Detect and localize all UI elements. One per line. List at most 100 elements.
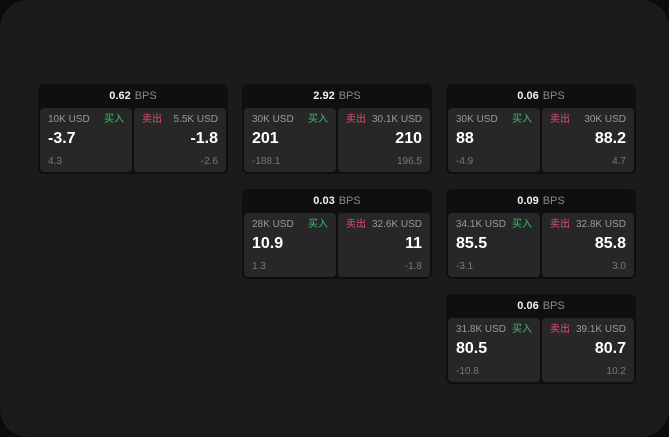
buy-panel-top: 34.1K USD 买入 [456, 220, 532, 230]
buy-sub-value: -10.8 [456, 366, 479, 377]
sell-side-label: 卖出 [142, 114, 162, 125]
sell-amount: 39.1K USD [575, 324, 626, 335]
buy-panel-top: 10K USD 买入 [48, 115, 124, 125]
bps-header: 0.06 BPS [448, 84, 634, 108]
panels-row: 10K USD 买入 -3.7 4.3 卖出 5.5K USD -1.8 -2.… [40, 108, 226, 172]
buy-amount: 30K USD [456, 114, 498, 125]
sell-panel[interactable]: 卖出 32.6K USD 11 -1.8 [338, 213, 430, 277]
bps-header: 2.92 BPS [244, 84, 430, 108]
buy-panel-top: 30K USD 买入 [252, 115, 328, 125]
bps-header: 0.03 BPS [244, 189, 430, 213]
buy-value: 88 [456, 130, 474, 147]
buy-value: 201 [252, 130, 279, 147]
bps-header: 0.09 BPS [448, 189, 634, 213]
bps-unit-label: BPS [542, 194, 565, 207]
buy-panel[interactable]: 28K USD 买入 10.9 1.3 [244, 213, 336, 277]
buy-panel[interactable]: 30K USD 买入 201 -188.1 [244, 108, 336, 172]
bps-header: 0.06 BPS [448, 294, 634, 318]
buy-panel[interactable]: 34.1K USD 买入 85.5 -3.1 [448, 213, 540, 277]
sell-panel[interactable]: 卖出 39.1K USD 80.7 10.2 [542, 318, 634, 382]
panels-row: 31.8K USD 买入 80.5 -10.8 卖出 39.1K USD 80.… [448, 318, 634, 382]
buy-side-label: 买入 [308, 114, 328, 125]
bps-unit-label: BPS [338, 89, 361, 102]
quote-card: 0.06 BPS 31.8K USD 买入 80.5 -10.8 卖出 39.1… [446, 294, 636, 384]
buy-amount: 31.8K USD [456, 324, 507, 335]
buy-amount: 10K USD [48, 114, 90, 125]
buy-value: 85.5 [456, 235, 488, 252]
sell-panel[interactable]: 卖出 32.8K USD 85.8 3.0 [542, 213, 634, 277]
sell-side-label: 卖出 [550, 324, 570, 335]
bps-value: 0.03 [313, 194, 335, 207]
sell-value: 85.8 [594, 235, 626, 252]
buy-value: 80.5 [456, 340, 488, 357]
buy-value: -3.7 [48, 130, 76, 147]
sell-amount: 30.1K USD [371, 114, 422, 125]
buy-sub-value: 4.3 [48, 156, 62, 167]
bps-value: 0.62 [109, 89, 131, 102]
panels-row: 30K USD 买入 88 -4.9 卖出 30K USD 88.2 4.7 [448, 108, 634, 172]
buy-panel-top: 28K USD 买入 [252, 220, 328, 230]
sell-side-label: 卖出 [346, 219, 366, 230]
sell-value: 80.7 [594, 340, 626, 357]
sell-side-label: 卖出 [550, 219, 570, 230]
sell-value: 210 [395, 130, 422, 147]
buy-sub-value: -4.9 [456, 156, 474, 167]
bps-value: 0.09 [517, 194, 539, 207]
sell-amount: 30K USD [584, 114, 626, 125]
quote-card: 0.62 BPS 10K USD 买入 -3.7 4.3 卖出 5.5K USD… [38, 84, 228, 174]
buy-sub-value: 1.3 [252, 261, 266, 272]
sell-panel-top: 卖出 30.1K USD [346, 115, 422, 125]
sell-sub-value: -2.6 [200, 156, 218, 167]
sell-sub-value: 3.0 [612, 261, 626, 272]
buy-side-label: 买入 [512, 114, 532, 125]
buy-side-label: 买入 [308, 219, 328, 230]
buy-panel-top: 30K USD 买入 [456, 115, 532, 125]
bps-unit-label: BPS [542, 299, 565, 312]
sell-panel-top: 卖出 5.5K USD [142, 115, 218, 125]
sell-panel-top: 卖出 30K USD [550, 115, 626, 125]
bps-unit-label: BPS [134, 89, 157, 102]
buy-side-label: 买入 [512, 324, 532, 335]
sell-panel[interactable]: 卖出 30.1K USD 210 196.5 [338, 108, 430, 172]
buy-amount: 34.1K USD [456, 219, 507, 230]
sell-panel-top: 卖出 39.1K USD [550, 325, 626, 335]
buy-panel[interactable]: 10K USD 买入 -3.7 4.3 [40, 108, 132, 172]
quote-card: 0.06 BPS 30K USD 买入 88 -4.9 卖出 30K USD 8… [446, 84, 636, 174]
sell-sub-value: 4.7 [612, 156, 626, 167]
sell-value: 11 [405, 235, 422, 252]
bps-value: 0.06 [517, 89, 539, 102]
buy-side-label: 买入 [104, 114, 124, 125]
sell-sub-value: -1.8 [404, 261, 422, 272]
bps-unit-label: BPS [338, 194, 361, 207]
sell-amount: 5.5K USD [173, 114, 218, 125]
buy-sub-value: -3.1 [456, 261, 474, 272]
sell-panel[interactable]: 卖出 30K USD 88.2 4.7 [542, 108, 634, 172]
panels-row: 28K USD 买入 10.9 1.3 卖出 32.6K USD 11 -1.8 [244, 213, 430, 277]
sell-panel-top: 卖出 32.6K USD [346, 220, 422, 230]
panels-row: 34.1K USD 买入 85.5 -3.1 卖出 32.8K USD 85.8… [448, 213, 634, 277]
sell-side-label: 卖出 [550, 114, 570, 125]
quote-card: 0.09 BPS 34.1K USD 买入 85.5 -3.1 卖出 32.8K… [446, 189, 636, 279]
buy-side-label: 买入 [512, 219, 532, 230]
sell-panel-top: 卖出 32.8K USD [550, 220, 626, 230]
quote-card: 2.92 BPS 30K USD 买入 201 -188.1 卖出 30.1K … [242, 84, 432, 174]
sell-amount: 32.6K USD [371, 219, 422, 230]
sell-sub-value: 196.5 [396, 156, 422, 167]
bps-value: 0.06 [517, 299, 539, 312]
sell-amount: 32.8K USD [575, 219, 626, 230]
sell-panel[interactable]: 卖出 5.5K USD -1.8 -2.6 [134, 108, 226, 172]
bps-header: 0.62 BPS [40, 84, 226, 108]
panels-row: 30K USD 买入 201 -188.1 卖出 30.1K USD 210 1… [244, 108, 430, 172]
sell-sub-value: 10.2 [606, 366, 626, 377]
sell-side-label: 卖出 [346, 114, 366, 125]
buy-amount: 30K USD [252, 114, 294, 125]
buy-amount: 28K USD [252, 219, 294, 230]
buy-panel-top: 31.8K USD 买入 [456, 325, 532, 335]
quote-card: 0.03 BPS 28K USD 买入 10.9 1.3 卖出 32.6K US… [242, 189, 432, 279]
bps-value: 2.92 [313, 89, 335, 102]
sell-value: 88.2 [594, 130, 626, 147]
buy-panel[interactable]: 31.8K USD 买入 80.5 -10.8 [448, 318, 540, 382]
buy-value: 10.9 [252, 235, 284, 252]
quote-grid: 0.62 BPS 10K USD 买入 -3.7 4.3 卖出 5.5K USD… [38, 84, 636, 384]
buy-panel[interactable]: 30K USD 买入 88 -4.9 [448, 108, 540, 172]
